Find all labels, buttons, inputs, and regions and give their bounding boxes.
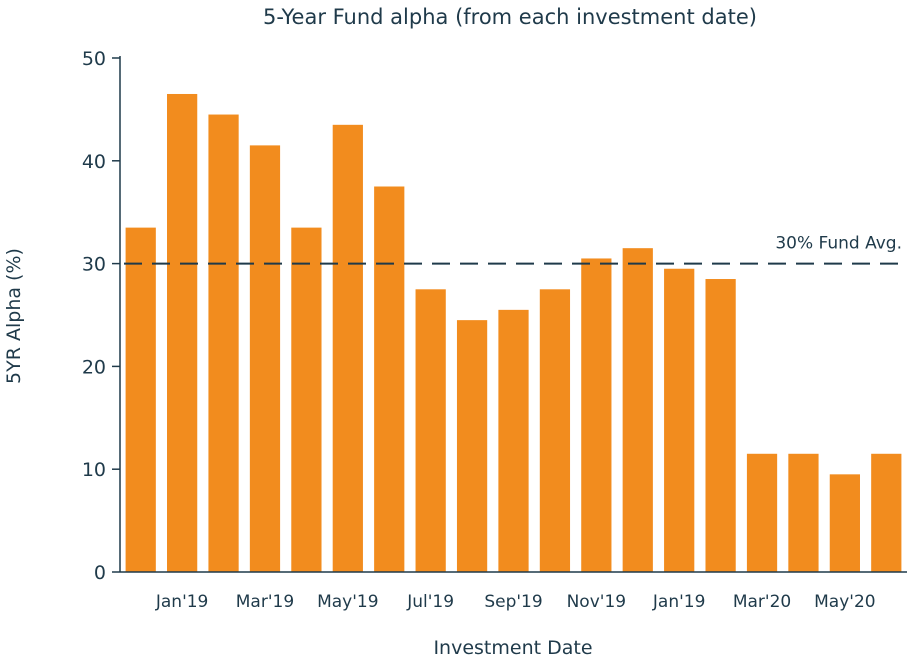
y-tick-label: 0 bbox=[94, 562, 106, 584]
reference-line-group: 30% Fund Avg. bbox=[120, 234, 907, 265]
x-ticks-group: Jan'19 Mar'19 May'19 Jul'19 Sep'19 Nov'19 Jan'… bbox=[155, 592, 876, 612]
x-tick-label: Mar'19 bbox=[236, 592, 294, 612]
bar-12 bbox=[622, 248, 653, 572]
x-tick-label: May'19 bbox=[317, 592, 378, 612]
bar-9 bbox=[498, 309, 529, 572]
bar-10 bbox=[539, 289, 571, 572]
x-tick-label: Jan'19 bbox=[155, 592, 209, 612]
bars-group bbox=[125, 93, 902, 572]
bar-4 bbox=[291, 227, 322, 572]
x-tick-label: Jul'19 bbox=[406, 592, 454, 612]
bar-7 bbox=[415, 289, 446, 572]
bar-2 bbox=[208, 114, 239, 572]
x-tick-label: May'20 bbox=[814, 592, 875, 612]
bar-13 bbox=[664, 268, 695, 572]
bar-18 bbox=[871, 453, 902, 572]
chart-title: 5-Year Fund alpha (from each investment … bbox=[263, 5, 757, 29]
x-axis-title: Investment Date bbox=[433, 637, 592, 659]
x-tick-label: Jan'19 bbox=[652, 592, 706, 612]
bar-15 bbox=[746, 453, 778, 572]
axes-group bbox=[119, 56, 907, 573]
x-tick-label: Mar'20 bbox=[733, 592, 791, 612]
y-ticks-group: 0 10 20 30 40 50 bbox=[82, 48, 120, 584]
x-tick-label: Sep'19 bbox=[484, 592, 542, 612]
bar-14 bbox=[705, 279, 736, 572]
y-tick-label: 40 bbox=[82, 151, 106, 173]
y-axis-title: 5YR Alpha (%) bbox=[3, 248, 25, 384]
bar-6 bbox=[374, 186, 405, 572]
x-tick-label: Nov'19 bbox=[567, 592, 626, 612]
bar-1 bbox=[167, 93, 198, 572]
y-tick-label: 20 bbox=[82, 356, 106, 378]
reference-line-label: 30% Fund Avg. bbox=[775, 234, 902, 254]
y-tick-label: 30 bbox=[82, 254, 106, 276]
bar-3 bbox=[249, 145, 281, 572]
bar-11 bbox=[581, 258, 612, 572]
bar-17 bbox=[829, 474, 860, 572]
bar-8 bbox=[456, 320, 488, 572]
bar-0 bbox=[125, 227, 156, 572]
y-tick-label: 50 bbox=[82, 48, 106, 70]
bar-16 bbox=[788, 453, 819, 572]
bar-5 bbox=[332, 124, 363, 572]
y-tick-label: 10 bbox=[82, 459, 106, 481]
